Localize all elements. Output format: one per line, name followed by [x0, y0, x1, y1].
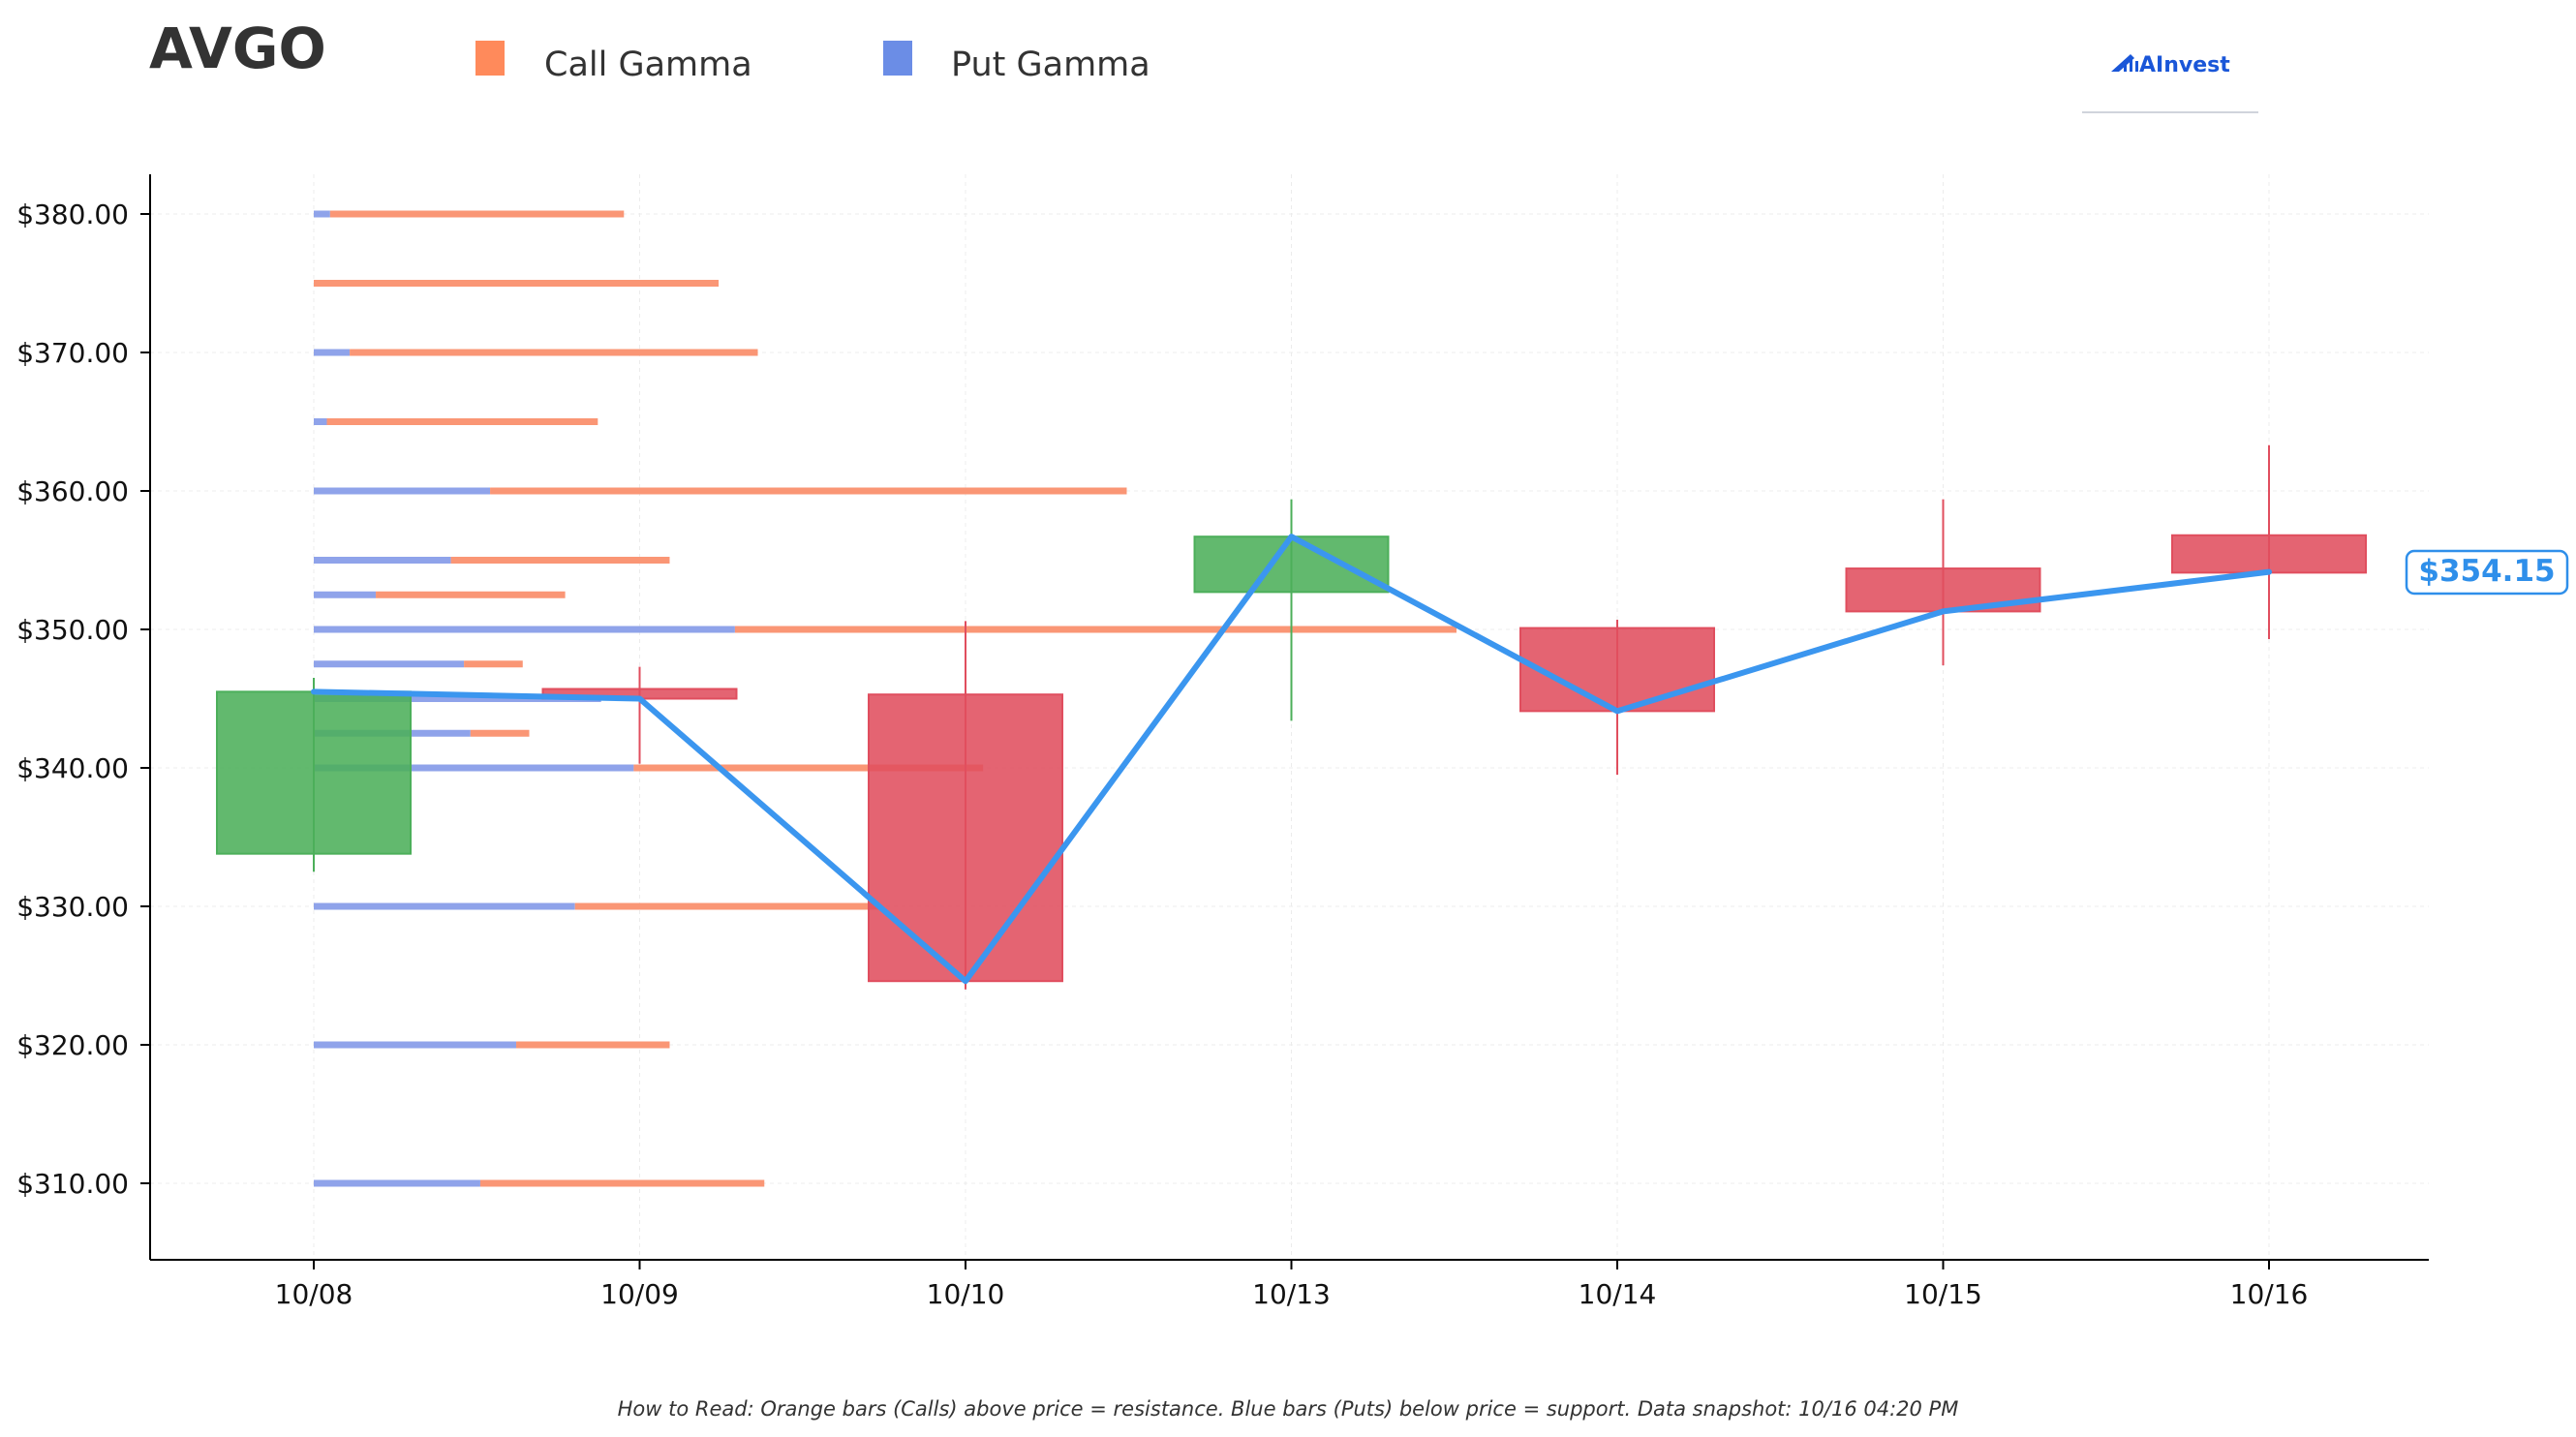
call-gamma-bar [479, 1179, 765, 1187]
call-gamma-bar [516, 1041, 670, 1049]
put-gamma-bar [314, 557, 451, 564]
put-gamma-bar [314, 591, 377, 598]
close-price-polyline [311, 534, 2272, 985]
ainvest-logo-icon [2111, 54, 2138, 72]
how-to-read-footnote: How to Read: Orange bars (Calls) above p… [618, 1397, 1959, 1421]
put-gamma-bar [314, 764, 634, 772]
put-gamma-legend-label: Put Gamma [951, 46, 1150, 84]
x-tick-label: 10/15 [1904, 1278, 1982, 1310]
axes [149, 174, 2429, 1261]
legend: Call Gamma Put Gamma [475, 41, 1150, 84]
candle-body-up [216, 690, 412, 855]
candle-body-down [2171, 534, 2367, 574]
ainvest-logo: AInvest [2082, 53, 2258, 113]
candle-body-down [868, 693, 1063, 983]
put-gamma-bar [314, 902, 575, 910]
candle-body-up [1193, 535, 1390, 594]
y-tick-label: $380.00 [16, 199, 129, 230]
call-gamma-bar [450, 557, 670, 564]
close-price-line [311, 534, 2272, 985]
x-tick-label: 10/09 [600, 1278, 679, 1310]
ainvest-logo-text: AInvest [2139, 53, 2230, 77]
put-gamma-bar [314, 349, 351, 356]
call-gamma-bar [734, 626, 1457, 633]
x-tick-label: 10/10 [927, 1278, 1005, 1310]
call-gamma-bar [464, 660, 523, 668]
current-price-tag: $354.15 [2405, 549, 2569, 596]
x-tick-label: 10/08 [275, 1278, 353, 1310]
call-gamma-bar [490, 487, 1127, 495]
candles [216, 444, 2367, 990]
call-gamma-bar [314, 280, 720, 287]
y-tick-label: $320.00 [16, 1029, 129, 1061]
call-gamma-bar [376, 591, 566, 598]
x-tick-label: 10/13 [1252, 1278, 1331, 1310]
put-gamma-bar [314, 210, 330, 218]
y-tick-label: $330.00 [16, 891, 129, 923]
call-gamma-legend-swatch [475, 41, 505, 76]
y-tick-label: $310.00 [16, 1168, 129, 1200]
put-gamma-bar [314, 1041, 517, 1049]
tick-labels: $310.00 $320.00 $330.00 $340.00 $350.00 $360.… [16, 199, 2308, 1310]
y-tick-label: $360.00 [16, 475, 129, 507]
put-gamma-bar [314, 695, 601, 702]
put-gamma-legend-swatch [883, 41, 912, 76]
call-gamma-legend-label: Call Gamma [544, 46, 752, 84]
call-gamma-bar [633, 764, 984, 772]
put-gamma-bar [314, 487, 491, 495]
call-gamma-bar [329, 210, 625, 218]
call-gamma-bar [574, 902, 879, 910]
grid [150, 174, 2429, 1260]
put-gamma-bar [314, 1179, 480, 1187]
y-tick-label: $350.00 [16, 614, 129, 646]
call-gamma-bar [470, 729, 530, 737]
call-gamma-bar [350, 349, 758, 356]
put-gamma-bar [314, 418, 327, 425]
y-tick-label: $370.00 [16, 337, 129, 369]
x-tick-label: 10/14 [1579, 1278, 1657, 1310]
y-tick-label: $340.00 [16, 752, 129, 784]
candle-body-down [1519, 627, 1715, 713]
put-gamma-bar [314, 660, 465, 668]
current-price-tag-box [2405, 549, 2569, 596]
x-tick-label: 10/16 [2230, 1278, 2309, 1310]
call-gamma-bar [326, 418, 598, 425]
ticker-title: AVGO [149, 15, 326, 81]
current-price-tag-label: $354.15 [2418, 554, 2555, 589]
put-gamma-bar [314, 626, 735, 633]
